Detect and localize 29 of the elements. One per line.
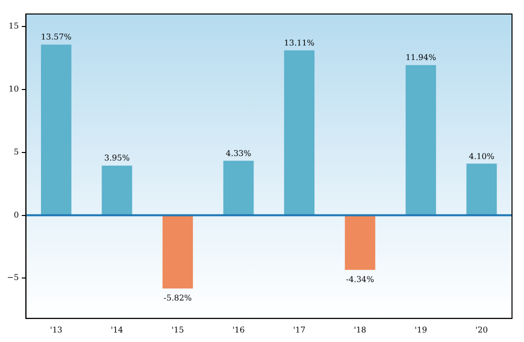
x-tick-label: '13 bbox=[50, 325, 62, 334]
data-label: -5.82% bbox=[164, 294, 192, 303]
data-label: 4.33% bbox=[226, 148, 252, 158]
bar bbox=[162, 216, 193, 288]
x-tick-label: '14 bbox=[110, 325, 124, 334]
data-label: -4.34% bbox=[346, 274, 375, 284]
bar bbox=[406, 65, 436, 215]
y-tick-label: −5 bbox=[6, 273, 19, 282]
data-label: 4.10% bbox=[468, 152, 495, 161]
bar bbox=[344, 216, 376, 270]
x-tick-label: '19 bbox=[414, 325, 428, 334]
data-label: 3.95% bbox=[104, 154, 130, 163]
y-tick-label: 5 bbox=[14, 147, 19, 156]
bar bbox=[40, 44, 72, 215]
x-tick-label: '16 bbox=[232, 325, 245, 334]
bar bbox=[284, 50, 314, 215]
bar bbox=[102, 166, 132, 215]
y-tick-label: 0 bbox=[14, 210, 19, 220]
bar bbox=[466, 164, 497, 215]
x-tick-label: '15 bbox=[172, 325, 184, 334]
data-label: 11.94% bbox=[406, 53, 436, 62]
y-tick-label: 10 bbox=[8, 84, 19, 94]
x-tick-label: '17 bbox=[293, 325, 306, 334]
x-tick-label: '20 bbox=[475, 325, 488, 334]
data-label: 13.11% bbox=[284, 38, 315, 48]
data-label: 13.57% bbox=[40, 32, 72, 42]
bar bbox=[223, 160, 254, 215]
x-tick-label: '18 bbox=[354, 325, 366, 334]
y-tick-label: 15 bbox=[8, 22, 19, 31]
